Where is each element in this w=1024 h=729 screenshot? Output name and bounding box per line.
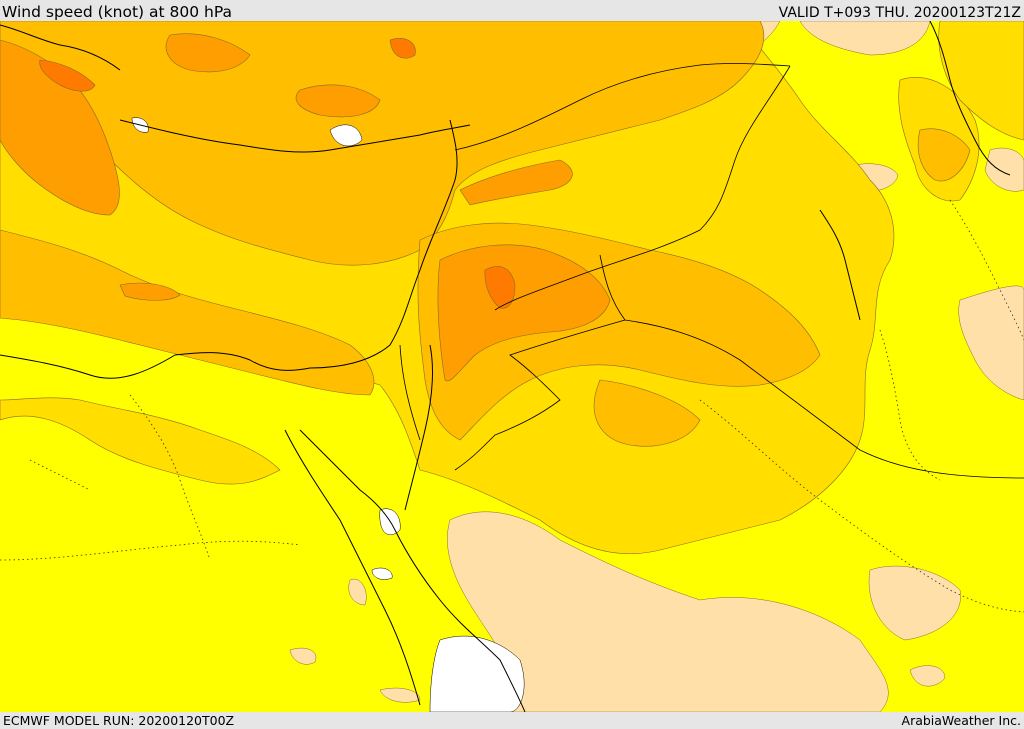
- header-bar: Wind speed (knot) at 800 hPa VALID T+093…: [0, 0, 1024, 21]
- map-title: Wind speed (knot) at 800 hPa: [2, 3, 233, 21]
- wind-band-high: [0, 33, 611, 382]
- model-run: ECMWF MODEL RUN: 20200120T00Z: [3, 713, 235, 728]
- province-boundaries: [0, 199, 1024, 613]
- footer-bar: ECMWF MODEL RUN: 20200120T00Z ArabiaWeat…: [0, 712, 1024, 729]
- wind-speed-map: [0, 21, 1024, 712]
- wind-band-peak: [39, 38, 516, 309]
- very-calm-areas: [131, 117, 525, 712]
- country-borders: [399, 63, 1024, 479]
- coastlines: [0, 21, 1011, 712]
- valid-time: VALID T+093 THU. 20200123T21Z: [778, 5, 1021, 21]
- credit: ArabiaWeather Inc.: [901, 713, 1021, 728]
